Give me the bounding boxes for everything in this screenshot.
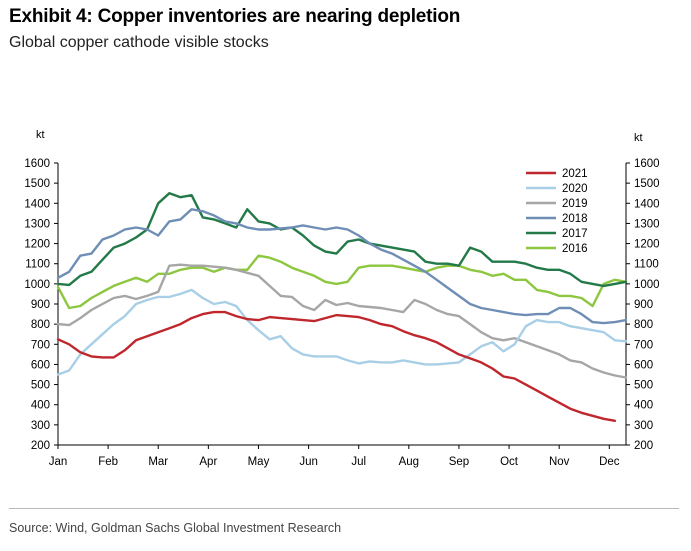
y-tick-label-left: 1100 [25,259,50,271]
x-tick-label: Feb [98,456,118,468]
y-tick-label-right: 1500 [634,178,660,190]
y-tick-label-right: 300 [634,420,653,432]
y-tick-label-right: 500 [634,380,653,392]
series-line-2020 [56,288,628,376]
y-tick-label-right: 400 [634,400,653,412]
series-line-2019 [56,263,628,379]
axes: kt kt 200 200 300 300 400 400 500 500 600 600 700 700… [24,129,659,468]
y-tick-label-right: 1600 [634,158,660,170]
legend-label-2019: 2019 [562,198,588,210]
y-tick-label-right: 800 [634,319,653,331]
y-tick-label-left: 1200 [24,239,50,251]
y-tick-label-left: 300 [31,420,50,432]
y-tick-label-right: 1200 [634,239,660,251]
x-tick-label: Jan [49,456,68,468]
y-tick-label-left: 200 [31,440,50,452]
y-tick-label-right: 200 [634,440,653,452]
legend-label-2021: 2021 [562,168,588,180]
x-tick-label: Mar [148,456,168,468]
x-tick-label: Aug [399,456,419,468]
y-tick-label-right: 1300 [634,218,660,230]
y-tick-label-left: 800 [31,319,50,331]
series-line-2016 [56,254,628,310]
footer-divider [9,508,679,509]
x-tick-label: Sep [449,456,469,468]
y-tick-label-left: 700 [31,339,50,351]
y-tick-label-right: 900 [634,299,653,311]
y-tick-label-right: 700 [634,339,653,351]
y-tick-label-left: 1500 [24,178,50,190]
x-tick-label: Dec [599,456,620,468]
x-tick-label: Oct [500,456,519,468]
y-axis-unit-right: kt [634,132,643,144]
x-tick-label: Jun [299,456,318,468]
legend-label-2017: 2017 [562,228,588,240]
y-tick-label-left: 1000 [24,279,50,291]
x-tick-label: Jul [351,456,366,468]
series-layer [56,191,628,422]
line-chart: kt kt 200 200 300 300 400 400 500 500 600 600 700 700… [24,129,659,468]
series-line-2021 [56,310,617,422]
x-tick-label: Nov [549,456,570,468]
y-tick-label-right: 1400 [634,198,660,210]
x-tick-label: Apr [199,456,217,468]
series-line-2017 [56,191,628,288]
source-note: Source: Wind, Goldman Sachs Global Inves… [9,521,342,535]
y-tick-label-left: 900 [31,299,50,311]
y-tick-label-left: 1600 [24,158,50,170]
y-tick-label-left: 500 [31,380,50,392]
series-line-2018 [56,208,628,325]
legend-label-2016: 2016 [562,243,588,255]
legend-label-2020: 2020 [562,183,588,195]
y-tick-label-left: 1300 [24,218,50,230]
y-tick-label-left: 1400 [24,198,50,210]
page-subtitle: Global copper cathode visible stocks [9,34,269,51]
y-tick-label-right: 1100 [634,259,659,271]
legend-label-2018: 2018 [562,213,588,225]
legend: 2021 2020 2019 2018 2017 2016 [526,168,588,255]
y-tick-label-right: 600 [634,359,653,371]
x-tick-label: May [248,456,270,468]
y-tick-label-left: 600 [31,359,50,371]
y-tick-label-right: 1000 [634,279,660,291]
y-axis-unit-left: kt [36,129,45,141]
page-title: Exhibit 4: Copper inventories are nearin… [9,6,461,27]
y-tick-label-left: 400 [31,400,50,412]
